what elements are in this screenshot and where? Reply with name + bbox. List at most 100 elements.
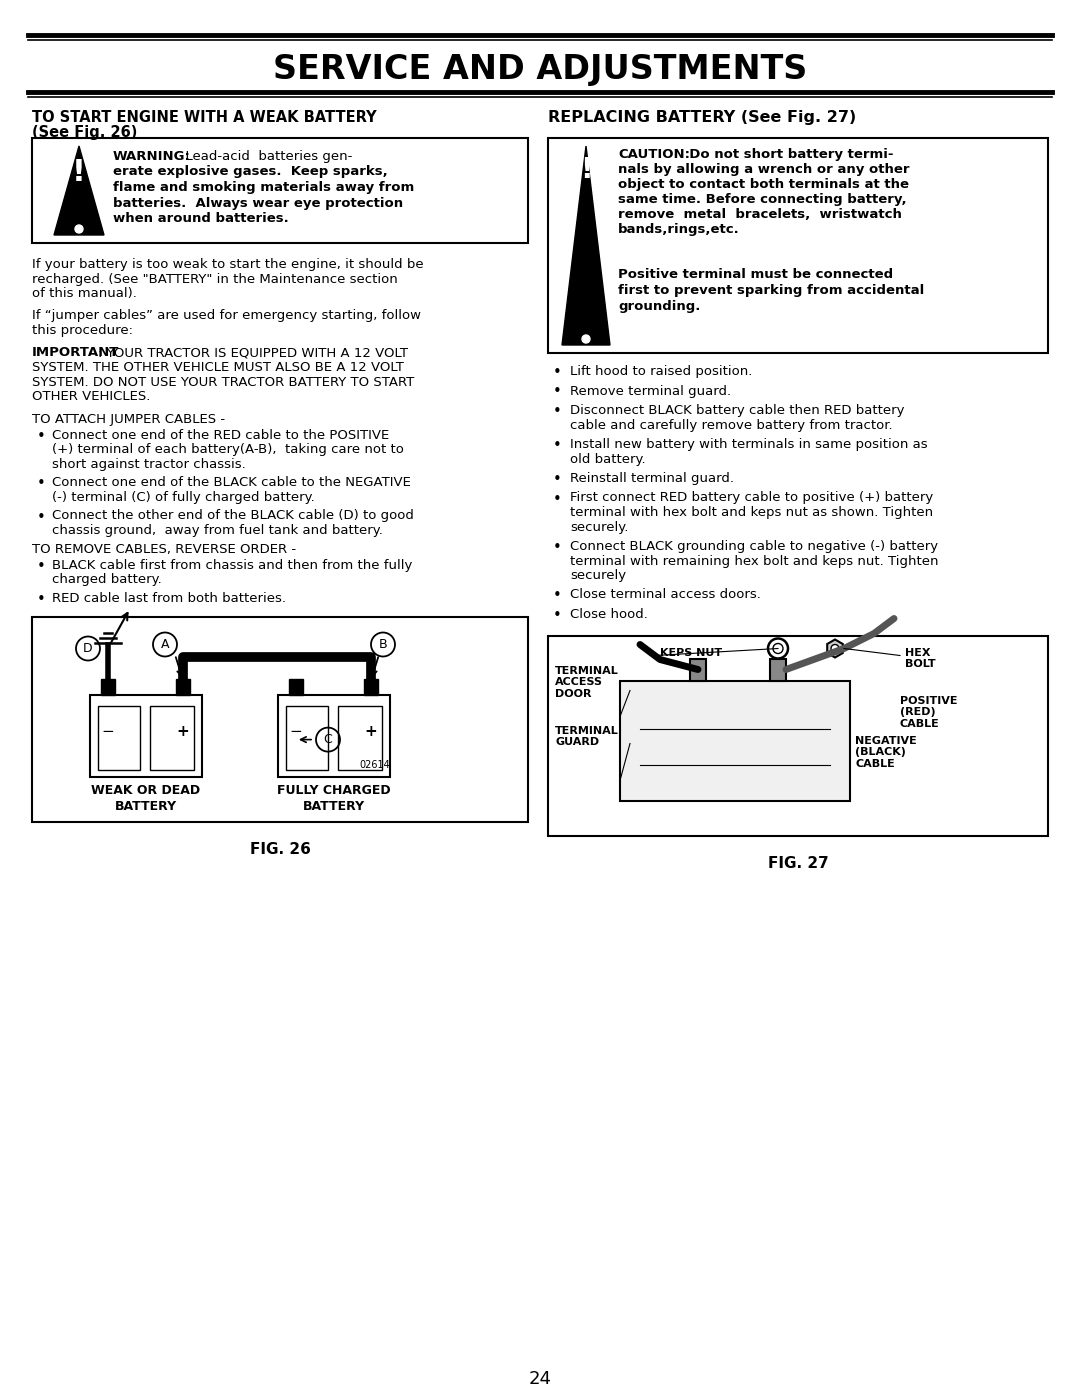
Bar	[690, 658, 706, 680]
Text: erate explosive gases.  Keep sparks,: erate explosive gases. Keep sparks,	[113, 165, 388, 179]
Text: +: +	[177, 724, 189, 739]
Bar	[548, 636, 1048, 835]
Text: •: •	[553, 365, 562, 380]
Polygon shape	[827, 640, 842, 658]
Text: FIG. 26: FIG. 26	[249, 841, 310, 856]
Text: short against tractor chassis.: short against tractor chassis.	[52, 458, 246, 471]
Bar	[770, 658, 786, 680]
Text: •: •	[37, 559, 45, 574]
Text: •: •	[553, 541, 562, 555]
Text: 02614: 02614	[360, 760, 390, 770]
Text: •: •	[37, 510, 45, 524]
Text: bands,rings,etc.: bands,rings,etc.	[618, 224, 740, 236]
Text: TERMINAL
GUARD: TERMINAL GUARD	[555, 725, 619, 747]
Text: −: −	[289, 724, 302, 739]
Text: !: !	[580, 156, 592, 184]
Text: KEPS NUT: KEPS NUT	[660, 647, 723, 658]
Text: same time. Before connecting battery,: same time. Before connecting battery,	[618, 193, 906, 205]
Text: SERVICE AND ADJUSTMENTS: SERVICE AND ADJUSTMENTS	[273, 53, 807, 87]
Text: Disconnect BLACK battery cable then RED battery: Disconnect BLACK battery cable then RED …	[570, 404, 905, 416]
Text: A: A	[161, 638, 170, 651]
Text: Connect one end of the BLACK cable to the NEGATIVE: Connect one end of the BLACK cable to th…	[52, 476, 410, 489]
Text: HEX
BOLT: HEX BOLT	[905, 647, 935, 669]
Text: •: •	[553, 404, 562, 419]
Text: •: •	[553, 588, 562, 604]
Text: cable and carefully remove battery from tractor.: cable and carefully remove battery from …	[570, 419, 893, 432]
Text: (+) terminal of each battery(A-B),  taking care not to: (+) terminal of each battery(A-B), takin…	[52, 443, 404, 457]
Text: terminal with hex bolt and keps nut as shown. Tighten: terminal with hex bolt and keps nut as s…	[570, 506, 933, 520]
Text: •: •	[37, 592, 45, 608]
Circle shape	[582, 335, 590, 344]
Text: object to contact both terminals at the: object to contact both terminals at the	[618, 177, 909, 191]
Polygon shape	[54, 147, 104, 235]
Text: POSITIVE
(RED)
CABLE: POSITIVE (RED) CABLE	[900, 696, 958, 729]
Text: If “jumper cables” are used for emergency starting, follow: If “jumper cables” are used for emergenc…	[32, 310, 421, 323]
Text: !: !	[72, 158, 86, 187]
Bar	[286, 705, 328, 770]
Text: Remove terminal guard.: Remove terminal guard.	[570, 384, 731, 398]
Text: remove  metal  bracelets,  wristwatch: remove metal bracelets, wristwatch	[618, 208, 902, 221]
Text: terminal with remaining hex bolt and keps nut. Tighten: terminal with remaining hex bolt and kep…	[570, 555, 939, 567]
Text: •: •	[553, 492, 562, 507]
Bar	[176, 679, 190, 694]
Text: •: •	[553, 384, 562, 400]
Text: •: •	[37, 476, 45, 492]
Polygon shape	[562, 147, 610, 345]
Text: grounding.: grounding.	[618, 300, 700, 313]
Text: (-) terminal (C) of fully charged battery.: (-) terminal (C) of fully charged batter…	[52, 490, 314, 504]
Text: WARNING:: WARNING:	[113, 149, 191, 163]
Text: batteries.  Always wear eye protection: batteries. Always wear eye protection	[113, 197, 403, 210]
Text: first to prevent sparking from accidental: first to prevent sparking from accidenta…	[618, 284, 924, 298]
Text: B: B	[379, 638, 388, 651]
Text: •: •	[37, 429, 45, 444]
Text: −: −	[102, 724, 114, 739]
Circle shape	[75, 225, 83, 233]
Text: IMPORTANT: IMPORTANT	[32, 346, 120, 359]
Text: old battery.: old battery.	[570, 453, 646, 465]
Bar	[150, 705, 194, 770]
Text: TERMINAL
ACCESS
DOOR: TERMINAL ACCESS DOOR	[555, 665, 619, 698]
Bar	[289, 679, 303, 694]
Text: recharged. (See "BATTERY" in the Maintenance section: recharged. (See "BATTERY" in the Mainten…	[32, 272, 397, 285]
Text: TO START ENGINE WITH A WEAK BATTERY: TO START ENGINE WITH A WEAK BATTERY	[32, 110, 377, 124]
Bar	[32, 616, 528, 821]
Text: First connect RED battery cable to positive (+) battery: First connect RED battery cable to posit…	[570, 492, 933, 504]
Text: chassis ground,  away from fuel tank and battery.: chassis ground, away from fuel tank and …	[52, 524, 383, 536]
Circle shape	[831, 644, 839, 652]
Text: charged battery.: charged battery.	[52, 574, 162, 587]
Text: WEAK OR DEAD
BATTERY: WEAK OR DEAD BATTERY	[92, 785, 201, 813]
Text: Close terminal access doors.: Close terminal access doors.	[570, 588, 761, 602]
Text: Connect BLACK grounding cable to negative (-) battery: Connect BLACK grounding cable to negativ…	[570, 541, 939, 553]
Text: BLACK cable first from chassis and then from the fully: BLACK cable first from chassis and then …	[52, 559, 413, 571]
Text: REPLACING BATTERY (See Fig. 27): REPLACING BATTERY (See Fig. 27)	[548, 110, 856, 124]
Text: 24: 24	[528, 1370, 552, 1389]
Bar	[32, 138, 528, 243]
Text: FULLY CHARGED
BATTERY: FULLY CHARGED BATTERY	[278, 785, 391, 813]
Bar	[338, 705, 382, 770]
Text: TO REMOVE CABLES, REVERSE ORDER -: TO REMOVE CABLES, REVERSE ORDER -	[32, 542, 296, 556]
Text: C: C	[324, 733, 333, 746]
Bar	[98, 705, 140, 770]
Text: SYSTEM. DO NOT USE YOUR TRACTOR BATTERY TO START: SYSTEM. DO NOT USE YOUR TRACTOR BATTERY …	[32, 376, 415, 388]
Text: Connect one end of the RED cable to the POSITIVE: Connect one end of the RED cable to the …	[52, 429, 389, 441]
Text: securely.: securely.	[570, 521, 629, 534]
Bar	[620, 680, 850, 800]
Text: If your battery is too weak to start the engine, it should be: If your battery is too weak to start the…	[32, 258, 423, 271]
Text: +: +	[365, 724, 377, 739]
Text: FIG. 27: FIG. 27	[768, 855, 828, 870]
Text: securely: securely	[570, 569, 626, 583]
Text: RED cable last from both batteries.: RED cable last from both batteries.	[52, 592, 286, 605]
Bar	[278, 694, 390, 777]
Text: TO ATTACH JUMPER CABLES -: TO ATTACH JUMPER CABLES -	[32, 412, 225, 426]
Text: SYSTEM. THE OTHER VEHICLE MUST ALSO BE A 12 VOLT: SYSTEM. THE OTHER VEHICLE MUST ALSO BE A…	[32, 360, 404, 374]
Text: OTHER VEHICLES.: OTHER VEHICLES.	[32, 390, 150, 402]
Text: this procedure:: this procedure:	[32, 324, 133, 337]
Bar	[364, 679, 378, 694]
Bar	[102, 679, 114, 694]
Text: CAUTION:: CAUTION:	[618, 148, 690, 161]
Text: NEGATIVE
(BLACK)
CABLE: NEGATIVE (BLACK) CABLE	[855, 735, 917, 768]
Text: Connect the other end of the BLACK cable (D) to good: Connect the other end of the BLACK cable…	[52, 510, 414, 522]
Text: •: •	[553, 439, 562, 453]
Text: when around batteries.: when around batteries.	[113, 212, 288, 225]
Bar	[548, 138, 1048, 353]
